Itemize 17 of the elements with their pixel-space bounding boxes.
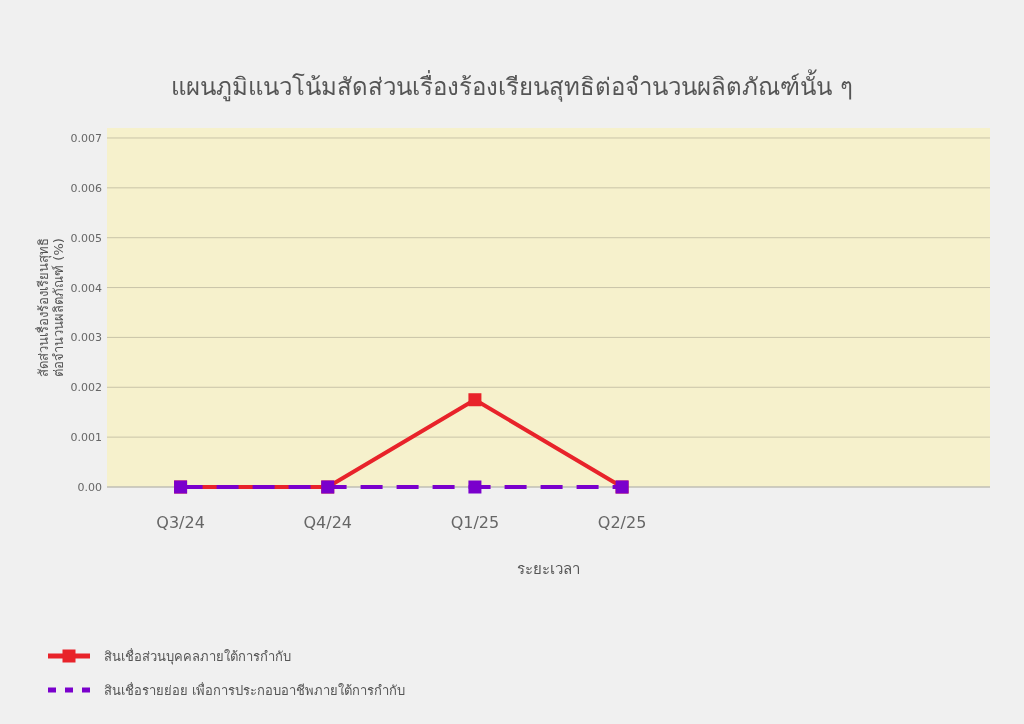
x-axis-title: ระยะเวลา bbox=[517, 560, 580, 578]
x-tick-label: Q2/25 bbox=[597, 513, 647, 532]
y-tick-label: 0.007 bbox=[70, 131, 102, 145]
x-tick-label: Q4/24 bbox=[303, 513, 353, 532]
chart-title: แผนภูมิแนวโน้มสัดส่วนเรื่องร้องเรียนสุทธิต่อจำนวนผลิตภัณฑ์นั้น ๆ bbox=[171, 69, 853, 102]
y-tick-label: 0.002 bbox=[70, 381, 102, 395]
x-tick-label: Q1/25 bbox=[450, 513, 500, 532]
y-axis-title: สัดส่วนเรื่องร้องเรียนสุทธิ ต่อจำนวนผลิตภัณฑ์ (%) bbox=[34, 238, 66, 377]
y-tick-label: 0.001 bbox=[70, 431, 102, 445]
y-tick-label: 0.004 bbox=[70, 281, 102, 295]
y-tick-label: 0.006 bbox=[70, 181, 102, 195]
legend-label: สินเชื่อรายย่อย เพื่อการประกอบอาชีพภายใต้การกำกับ bbox=[104, 682, 406, 698]
legend-label: สินเชื่อส่วนบุคคลภายใต้การกำกับ bbox=[104, 648, 291, 665]
y-tick-label: 0.003 bbox=[70, 331, 102, 345]
y-tick-label: 0.005 bbox=[70, 231, 102, 245]
y-tick-label: 0.00 bbox=[77, 481, 102, 494]
x-tick-label: Q3/24 bbox=[156, 513, 205, 532]
